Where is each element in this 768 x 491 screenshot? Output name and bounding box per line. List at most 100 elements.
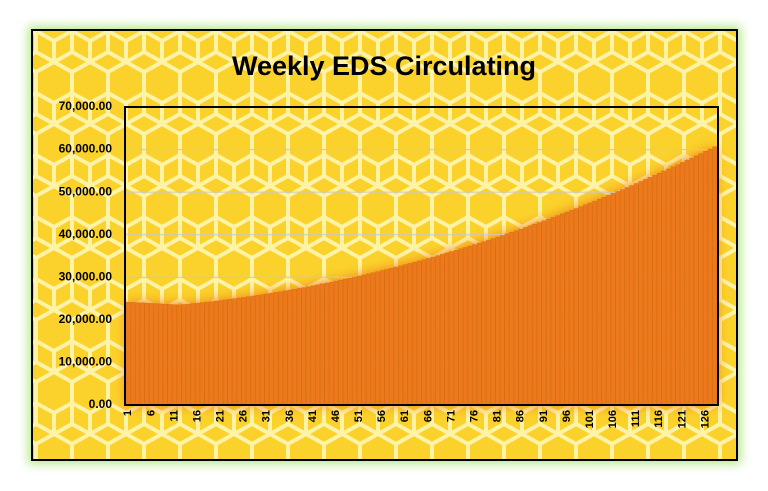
bar: [430, 256, 436, 406]
bar: [176, 304, 182, 406]
x-tick-label: 101: [584, 410, 596, 428]
bar: [167, 304, 173, 406]
bar: [393, 266, 399, 406]
bar: [583, 204, 588, 406]
bar: [172, 304, 177, 406]
bar: [666, 168, 671, 406]
bar: [638, 181, 644, 406]
bar: [398, 265, 404, 406]
bar: [162, 303, 168, 406]
x-tick-label: 106: [607, 410, 619, 428]
bar: [407, 263, 413, 406]
bar: [587, 202, 593, 406]
x-tick-label: 1: [122, 410, 134, 416]
bar: [296, 288, 302, 406]
bar: [384, 269, 390, 406]
bar: [149, 303, 154, 406]
bar: [555, 215, 560, 406]
bar: [601, 197, 607, 406]
bar: [615, 191, 621, 406]
bar: [343, 278, 348, 406]
bar: [236, 297, 242, 406]
bar: [693, 155, 699, 406]
bar: [213, 300, 219, 406]
y-tick-label: 60,000.00: [59, 142, 113, 156]
bar: [139, 302, 145, 406]
bar: [624, 187, 630, 406]
bar: [712, 146, 717, 406]
bar: [259, 294, 265, 406]
bar-glow: [126, 146, 717, 405]
x-tick-label: 81: [492, 410, 504, 422]
bar: [347, 277, 353, 406]
bar: [596, 199, 602, 406]
bar: [569, 210, 574, 406]
bar: [153, 303, 159, 406]
bar: [481, 241, 487, 406]
x-tick-label: 6: [145, 410, 157, 416]
bar: [652, 175, 657, 406]
bar: [504, 233, 510, 406]
bar: [306, 286, 311, 406]
bar: [209, 301, 214, 406]
bar: [269, 293, 274, 406]
bar: [190, 303, 196, 406]
bar: [356, 275, 362, 406]
bar: [629, 185, 634, 406]
bar: [435, 255, 440, 406]
bar: [255, 295, 260, 406]
y-tick-label: 10,000.00: [59, 355, 113, 369]
bar: [610, 193, 616, 406]
y-tick-label: 50,000.00: [59, 184, 113, 198]
x-tick-label: 51: [353, 410, 365, 422]
bar: [495, 236, 500, 406]
bar: [707, 148, 713, 406]
bar: [509, 232, 514, 406]
bar: [476, 242, 482, 406]
bar: [606, 195, 611, 406]
bar: [135, 302, 140, 406]
bar: [578, 206, 584, 406]
bar: [273, 292, 279, 406]
bar: [333, 280, 339, 406]
bar: [126, 301, 131, 406]
bar: [181, 304, 186, 406]
x-tick-label: 121: [676, 410, 688, 428]
bar: [287, 289, 293, 406]
x-tick-label: 71: [445, 410, 457, 422]
bar: [661, 170, 667, 406]
bar: [144, 302, 150, 406]
bar: [463, 247, 468, 406]
bar: [222, 299, 228, 406]
bar: [264, 293, 270, 406]
x-tick-label: 31: [261, 410, 273, 422]
x-tick-label: 41: [307, 410, 319, 422]
x-tick-label: 11: [168, 410, 180, 422]
x-tick-label: 126: [699, 410, 711, 428]
bar: [416, 260, 422, 406]
x-tick-label: 21: [215, 410, 227, 422]
bar: [324, 282, 330, 406]
y-tick-label: 20,000.00: [59, 312, 113, 326]
y-tick-label: 0.00: [89, 397, 113, 411]
bar: [486, 239, 491, 406]
bar: [403, 264, 408, 406]
bar: [657, 172, 662, 406]
bar: [541, 220, 547, 406]
plot-border: [124, 106, 719, 406]
bar: [283, 290, 288, 406]
bar: [633, 183, 639, 406]
bar: [490, 238, 496, 406]
bar: [426, 258, 431, 406]
bar: [204, 301, 210, 406]
bar: [643, 179, 648, 406]
bar: [227, 299, 233, 406]
bar: [592, 200, 597, 406]
x-tick-label: 46: [330, 410, 342, 422]
x-tick-label: 66: [422, 410, 434, 422]
bar: [250, 295, 256, 406]
x-tick-label: 91: [538, 410, 550, 422]
bar-glow-shape: [126, 146, 717, 405]
bar: [195, 302, 200, 406]
